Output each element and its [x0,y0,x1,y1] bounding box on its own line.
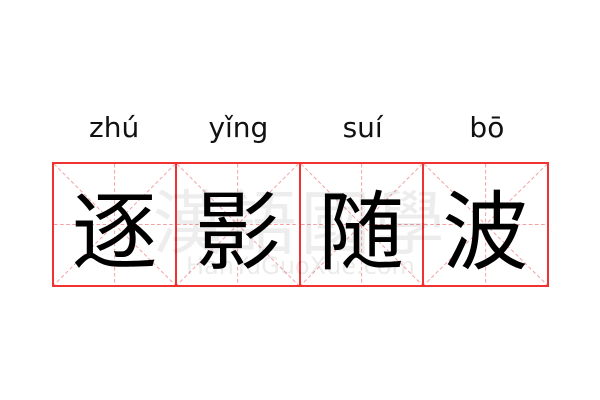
watermark-site: HanYuGuoXue.com [186,252,415,280]
character-4: 波 [442,183,529,283]
character-cell: 逐 [54,164,178,285]
pinyin-2: yǐng [208,111,269,144]
guide-lines [54,164,176,285]
guide-lines [177,164,299,285]
watermark-logo: 漢語國學 [152,183,449,265]
pinyin-1: zhú [89,111,140,144]
pinyin-4: bō [469,111,505,144]
character-1: 逐 [71,183,158,283]
pinyin-3: suí [342,111,383,144]
character-2: 影 [194,183,281,283]
guide-lines [423,164,547,285]
character-cell: 波 [423,164,547,285]
character-grid: 逐 影 随 波 [52,162,549,287]
guide-lines [300,164,422,285]
pinyin-row: zhú yǐng suí bō [52,108,549,148]
character-3: 随 [318,183,405,283]
character-cell: 影 [177,164,301,285]
character-cell: 随 [300,164,424,285]
